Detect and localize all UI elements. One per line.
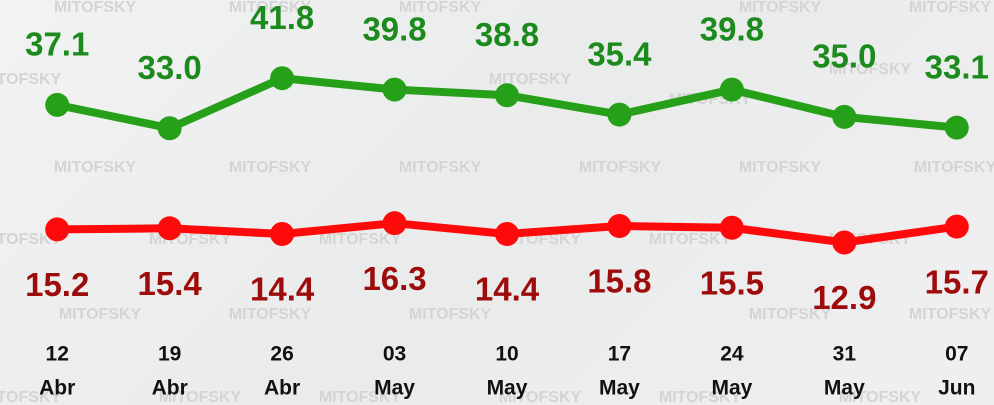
watermark: MITOFSKY [319,389,402,405]
watermark: MITOFSKY [739,159,822,176]
value-label: 39.8 [362,10,426,47]
x-tick-label: Abr [152,377,188,400]
value-label: 35.0 [812,38,876,75]
x-tick-label: May [599,377,640,400]
point [270,221,295,246]
watermark: MITOFSKY [54,159,137,176]
x-tick-label: 07 [945,343,968,366]
value-label: 38.8 [475,16,539,53]
value-label: 39.8 [700,10,764,47]
value-label: 41.8 [250,0,314,36]
point [944,115,969,140]
point [45,92,70,117]
x-tick-label: May [824,377,865,400]
point [270,66,295,91]
value-label: 14.4 [250,271,315,308]
watermark: MITOFSKY [159,389,242,405]
watermark: MITOFSKY [739,0,822,16]
x-tick-label: 17 [608,343,631,366]
x-tick-label: 10 [495,343,518,366]
x-tick-label: Jun [938,377,975,400]
point [157,216,182,241]
watermark: MITOFSKY [229,0,312,16]
point [944,214,969,239]
watermark: MITOFSKY [0,231,62,248]
x-tick-label: 03 [383,343,406,366]
watermark: MITOFSKY [914,159,994,176]
x-tick-label: 26 [270,343,293,366]
watermark: MITOFSKY [749,306,832,323]
value-label: 33.1 [925,48,989,85]
x-tick-label: 19 [158,343,181,366]
watermark: MITOFSKY [409,306,492,323]
point [382,77,407,102]
point [382,211,407,236]
x-tick-label: Abr [39,377,75,400]
watermark: MITOFSKY [0,389,62,405]
x-tick-label: May [711,377,752,400]
point [495,83,519,108]
point [607,102,632,127]
value-label: 15.4 [138,265,203,302]
value-label: 12.9 [812,279,876,316]
point [832,230,857,255]
value-label: 15.7 [925,263,989,300]
x-tick-label: May [487,377,528,400]
watermark: MITOFSKY [499,389,582,405]
watermark: MITOFSKY [659,389,742,405]
watermark: MITOFSKY [229,306,312,323]
watermark: MITOFSKY [0,71,62,88]
watermark: MITOFSKY [319,231,402,248]
x-tick-label: 24 [720,343,744,366]
value-label: 37.1 [25,26,89,63]
watermark: MITOFSKY [649,231,732,248]
point [495,221,519,246]
watermark: MITOFSKY [909,0,992,16]
point [45,217,70,242]
value-label: 15.8 [587,263,651,300]
watermark: MITOFSKY [399,0,482,16]
watermark: MITOFSKY [579,159,662,176]
x-tick-label: 12 [46,343,69,366]
value-label: 15.2 [25,266,89,303]
point [719,215,744,240]
x-tick-label: May [374,377,415,400]
watermark: MITOFSKY [829,61,912,78]
value-label: 16.3 [362,260,426,297]
value-label: 15.5 [700,264,764,301]
watermark: MITOFSKY [54,0,137,16]
value-label: 33.0 [138,49,202,86]
x-tick-label: Abr [264,377,300,400]
value-label: 35.4 [587,35,652,72]
watermark: MITOFSKY [839,389,922,405]
point [719,77,744,102]
point [832,104,857,129]
value-label: 14.4 [475,271,540,308]
watermark: MITOFSKY [909,306,992,323]
watermark: MITOFSKY [229,159,312,176]
watermark: MITOFSKY [399,159,482,176]
x-tick-label: 31 [833,343,857,366]
point [157,116,182,141]
watermark: MITOFSKY [59,306,142,323]
point [607,214,632,239]
